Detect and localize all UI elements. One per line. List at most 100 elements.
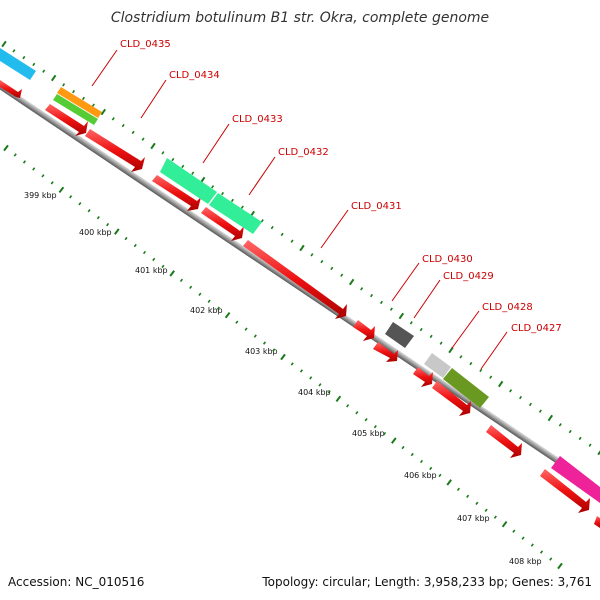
minor-tick — [538, 409, 542, 413]
leader-line — [451, 310, 480, 349]
cds-arrow[interactable] — [413, 367, 433, 387]
gene-label-CLD_0427[interactable]: CLD_0427 — [511, 323, 562, 334]
gene-label-CLD_0432[interactable]: CLD_0432 — [278, 147, 329, 158]
minor-tick — [81, 96, 85, 101]
gene-label-CLD_0428[interactable]: CLD_0428 — [482, 302, 533, 313]
feature-lightgray[interactable] — [424, 353, 451, 378]
major-tick — [58, 186, 65, 194]
minor-tick — [179, 278, 183, 283]
minor-tick — [235, 320, 239, 324]
minor-tick — [438, 473, 442, 478]
feature-mint[interactable] — [160, 158, 217, 204]
cds-arrow[interactable] — [45, 104, 88, 136]
major-tick — [50, 74, 57, 82]
minor-tick — [330, 266, 334, 271]
cds-arrow[interactable] — [243, 240, 347, 319]
minor-tick — [539, 550, 544, 554]
major-tick — [547, 414, 554, 422]
cds-arrow[interactable] — [152, 175, 201, 211]
minor-tick — [280, 232, 284, 237]
cds-arrow[interactable] — [0, 80, 22, 98]
cds-arrow[interactable] — [432, 381, 471, 416]
minor-tick — [299, 369, 304, 373]
minor-tick — [568, 429, 572, 434]
minor-tick — [189, 285, 193, 290]
gene-label-CLD_0435[interactable]: CLD_0435 — [120, 39, 171, 50]
minor-tick — [106, 222, 110, 227]
feature-orange[interactable] — [57, 87, 102, 118]
minor-tick — [211, 185, 215, 189]
minor-tick — [181, 164, 185, 169]
minor-tick — [221, 191, 225, 196]
minor-tick — [198, 292, 202, 296]
feature-olive[interactable] — [443, 368, 489, 408]
minor-tick — [152, 257, 156, 262]
cds-arrow[interactable] — [486, 425, 522, 458]
minor-tick — [429, 334, 433, 339]
major-tick — [150, 142, 156, 150]
minor-tick — [340, 273, 344, 277]
cds-arrow[interactable] — [85, 129, 145, 172]
minor-tick — [121, 123, 125, 128]
minor-tick — [383, 431, 387, 436]
minor-tick — [364, 418, 368, 422]
minor-tick — [240, 205, 244, 209]
cds-arrow[interactable] — [540, 469, 590, 513]
minor-tick — [370, 293, 374, 298]
gene-label-CLD_0429[interactable]: CLD_0429 — [443, 271, 494, 282]
major-tick — [448, 346, 454, 354]
minor-tick — [379, 300, 383, 305]
minor-tick — [484, 508, 488, 512]
major-tick — [335, 395, 342, 403]
gene-label-CLD_0433[interactable]: CLD_0433 — [232, 114, 283, 125]
cds-arrow[interactable] — [353, 320, 375, 341]
major-tick — [501, 520, 508, 528]
cds-arrow[interactable] — [594, 516, 600, 528]
feature-cyan[interactable] — [0, 48, 36, 80]
minor-tick — [142, 250, 147, 255]
cds-track — [0, 80, 600, 528]
leader-line — [391, 262, 420, 302]
gene-label-CLD_0434[interactable]: CLD_0434 — [169, 70, 220, 81]
gene-label-CLD_0431[interactable]: CLD_0431 — [351, 201, 402, 212]
feature-mint[interactable] — [209, 193, 262, 234]
kbp-label-402: 402 kbp — [190, 306, 223, 315]
minor-tick — [41, 174, 45, 178]
minor-tick — [528, 402, 532, 407]
leader-line — [140, 79, 167, 119]
feature-lightgreen[interactable] — [53, 94, 98, 125]
kbp-label-406: 406 kbp — [404, 471, 437, 480]
minor-tick — [124, 236, 128, 241]
minor-tick — [409, 321, 413, 325]
major-tick — [446, 479, 452, 486]
feature-track — [0, 48, 600, 503]
minor-tick — [558, 423, 562, 427]
minor-tick — [111, 117, 115, 121]
map-title: Clostridium botulinum B1 str. Okra, comp… — [111, 10, 489, 26]
major-tick — [280, 353, 286, 361]
feature-magenta[interactable] — [551, 456, 600, 503]
minor-tick — [262, 341, 267, 345]
cds-arrow[interactable] — [373, 342, 398, 362]
minor-tick — [191, 171, 195, 175]
kbp-label-408: 408 kbp — [509, 557, 542, 566]
minor-tick — [309, 376, 313, 380]
minor-tick — [270, 225, 274, 230]
minor-tick — [69, 195, 73, 199]
major-tick — [398, 312, 405, 320]
minor-tick — [272, 348, 276, 352]
minor-tick — [530, 543, 534, 547]
minor-tick — [320, 259, 324, 264]
major-tick — [100, 108, 107, 116]
feature-darkgray[interactable] — [385, 322, 414, 348]
major-tick — [114, 228, 120, 235]
kbp-label-401: 401 kbp — [135, 266, 168, 275]
minor-tick — [549, 557, 553, 561]
major-tick — [299, 244, 305, 252]
gene-label-CLD_0430[interactable]: CLD_0430 — [422, 254, 473, 265]
minor-tick — [131, 130, 135, 135]
cds-arrow[interactable] — [201, 207, 244, 241]
minor-tick — [13, 153, 17, 157]
minor-tick — [588, 443, 592, 447]
minor-tick — [346, 404, 350, 408]
